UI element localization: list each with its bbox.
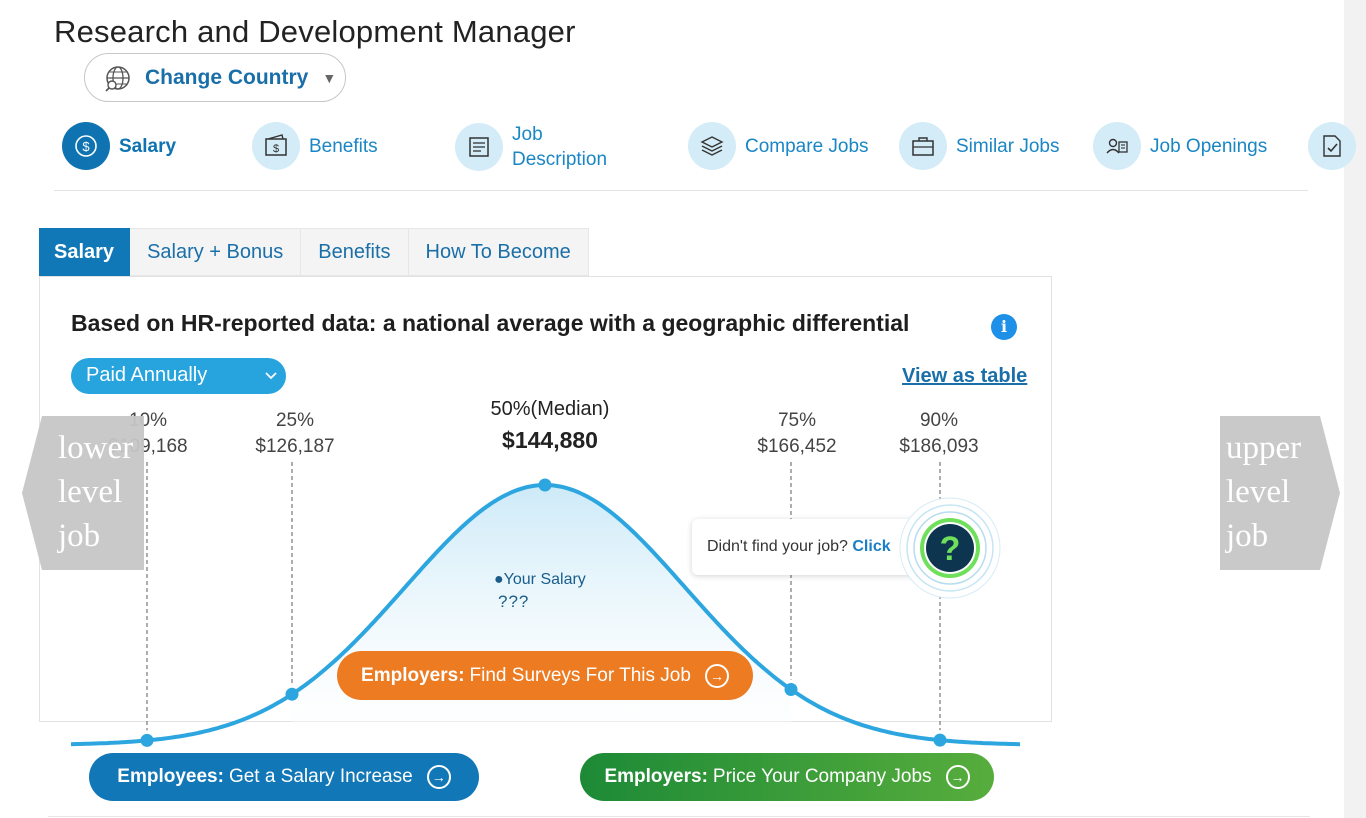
globe-icon — [105, 65, 130, 92]
increase-strong-label: Employees: — [117, 766, 224, 787]
percentile-pct-90: 90% — [919, 410, 959, 431]
tab-benefits[interactable]: Benefits — [301, 228, 409, 276]
chevron-down-icon — [264, 358, 278, 406]
percentile-label-75: 75% $166,452 — [727, 408, 867, 460]
lower-level-job-label: lower level job — [58, 430, 134, 554]
briefcase-icon — [899, 122, 947, 170]
view-as-table-link[interactable]: View as table — [902, 365, 1028, 387]
page-title: Research and Development Manager — [54, 14, 576, 49]
wallet-dollar-icon: $ — [252, 122, 300, 170]
checklist-icon — [1308, 122, 1356, 170]
tab-how-to-become[interactable]: How To Become — [408, 228, 589, 276]
salary-increase-button[interactable]: Employees: Get a Salary Increase → — [89, 753, 479, 801]
percentile-value-50: $144,880 — [502, 427, 598, 453]
change-country-button[interactable]: Change Country ▼ — [84, 53, 346, 102]
price-company-jobs-button[interactable]: Employers: Price Your Company Jobs → — [580, 753, 994, 801]
job-not-found-tooltip: Didn't find your job? Click — [692, 519, 930, 575]
find-surveys-button[interactable]: Employers: Find Surveys For This Job → — [337, 651, 753, 700]
percentile-pct-50: 50%(Median) — [490, 398, 610, 420]
surveys-label: Find Surveys For This Job — [469, 664, 691, 686]
info-icon[interactable]: i — [991, 314, 1017, 340]
nav-item-salary[interactable]: $ Salary — [62, 122, 176, 170]
job-nav-bar: $ Salary $ Benefits Job Description Comp… — [54, 118, 1356, 191]
tab-salary[interactable]: Salary — [39, 228, 131, 276]
arrow-right-icon: → — [945, 765, 970, 789]
percentile-pct-25: 25% — [275, 410, 315, 431]
nav-item-job-description[interactable]: Job Description — [455, 122, 642, 172]
percentile-label-90: 90% $186,093 — [869, 408, 1009, 460]
percentile-point-50 — [538, 478, 552, 492]
lower-level-job-nav[interactable]: lower level job — [22, 416, 144, 570]
percentile-label-50: 50%(Median) $144,880 — [450, 398, 650, 454]
layers-icon — [688, 122, 736, 170]
price-strong-label: Employers: — [604, 766, 708, 787]
nav-item-compare-jobs[interactable]: Compare Jobs — [688, 122, 869, 170]
nav-label-job-openings: Job Openings — [1150, 135, 1268, 157]
increase-label: Get a Salary Increase — [228, 766, 413, 787]
price-label: Price Your Company Jobs — [712, 766, 932, 787]
your-salary-marker: ●Your Salary ??? — [494, 571, 586, 612]
arrow-right-icon: → — [426, 765, 451, 789]
nav-label-job-description: Job Description — [512, 124, 608, 170]
percentile-point-25 — [285, 687, 299, 701]
tab-salary-bonus[interactable]: Salary + Bonus — [130, 228, 302, 276]
arrow-right-icon: → — [704, 663, 729, 688]
percentile-point-75 — [784, 683, 798, 696]
upper-level-job-nav[interactable]: upper level job — [1220, 416, 1340, 570]
surveys-strong-label: Employers: — [361, 664, 465, 686]
your-salary-dot: ● — [494, 571, 504, 588]
nav-label-salary: Salary — [119, 135, 177, 157]
nav-item-more[interactable] — [1308, 122, 1356, 170]
svg-text:$: $ — [82, 139, 90, 154]
svg-text:$: $ — [273, 143, 279, 155]
percentile-value-90: $186,093 — [899, 436, 979, 457]
salary-tabs: Salary Salary + Bonus Benefits How To Be… — [39, 228, 589, 276]
tooltip-text: Didn't find your job? — [707, 538, 848, 555]
document-icon — [455, 123, 503, 171]
pay-period-value: Paid Annually — [86, 364, 208, 386]
percentile-value-75: $166,452 — [757, 436, 837, 457]
help-badge-glyph: ? — [940, 530, 961, 568]
tooltip-click-link[interactable]: Click — [852, 538, 891, 555]
percentile-pct-75: 75% — [777, 410, 817, 431]
pay-period-select[interactable]: Paid Annually — [71, 358, 286, 394]
chevron-right-icon — [1220, 416, 1340, 570]
percentile-point-10 — [140, 733, 154, 747]
percentile-point-90 — [933, 733, 947, 747]
dollar-icon: $ — [62, 122, 110, 170]
id-card-icon — [1093, 122, 1141, 170]
your-salary-label: Your Salary — [503, 571, 586, 588]
nav-label-benefits: Benefits — [309, 135, 378, 157]
chevron-left-icon — [22, 416, 144, 570]
nav-label-compare-jobs: Compare Jobs — [745, 135, 869, 157]
change-country-label: Change Country — [145, 65, 309, 89]
percentile-label-25: 25% $126,187 — [225, 408, 365, 460]
nav-item-job-openings[interactable]: Job Openings — [1093, 122, 1267, 170]
nav-item-benefits[interactable]: $ Benefits — [252, 122, 378, 170]
question-mark-icon[interactable]: ? — [899, 497, 1001, 599]
your-salary-value: ??? — [498, 592, 530, 611]
divider — [48, 816, 1310, 817]
scrollbar-track[interactable] — [1344, 0, 1366, 818]
nav-label-similar-jobs: Similar Jobs — [956, 135, 1060, 157]
upper-level-job-label: upper level job — [1226, 430, 1302, 554]
chevron-down-icon: ▼ — [322, 69, 337, 86]
percentile-value-25: $126,187 — [255, 436, 335, 457]
chart-heading: Based on HR-reported data: a national av… — [71, 310, 910, 336]
nav-item-similar-jobs[interactable]: Similar Jobs — [899, 122, 1059, 170]
